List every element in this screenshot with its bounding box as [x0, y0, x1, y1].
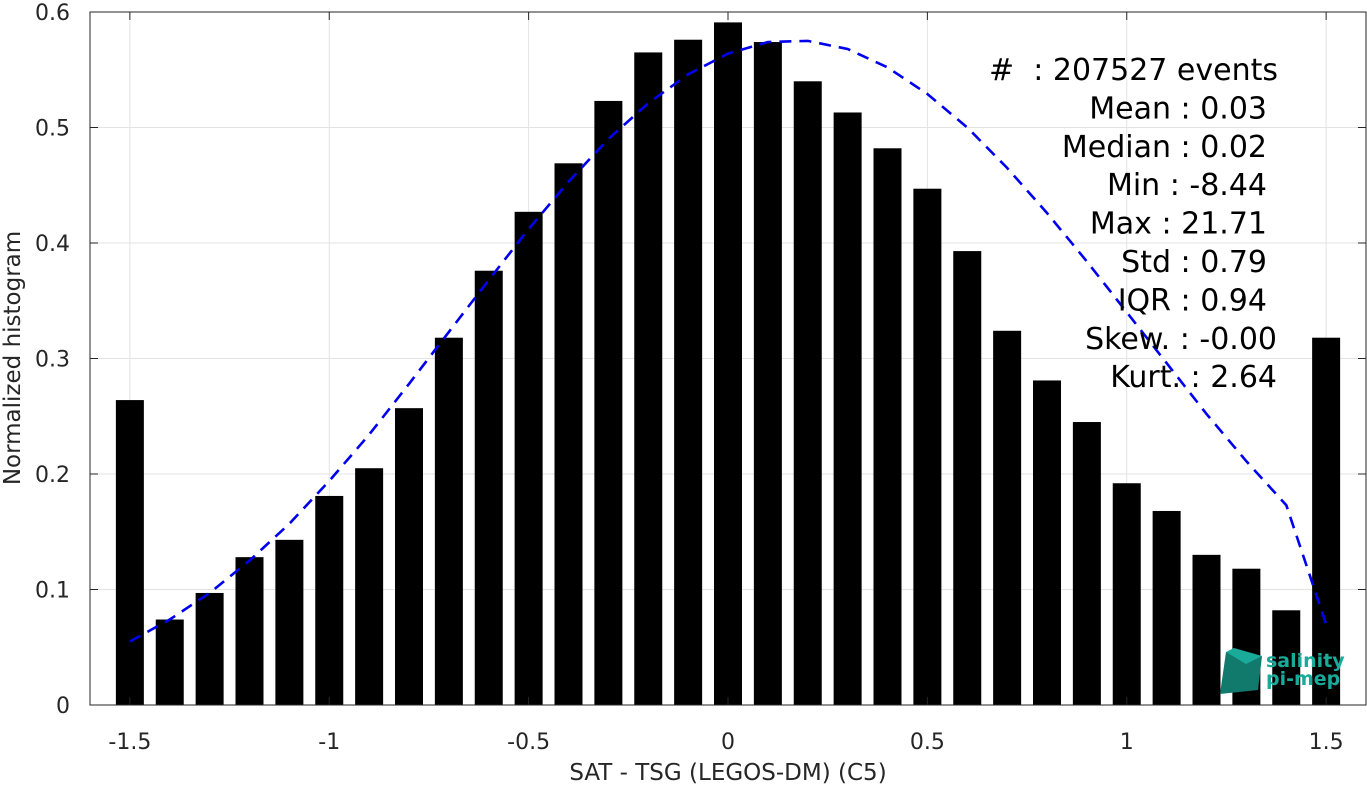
- histogram-bar: [873, 148, 902, 706]
- histogram-bar: [793, 81, 822, 706]
- histogram-bar: [355, 468, 384, 705]
- histogram-bar: [1312, 337, 1341, 705]
- fit-curve: [129, 39, 1328, 643]
- histogram-bar: [474, 270, 503, 705]
- histogram-bar: [514, 211, 543, 705]
- histogram-bar: [115, 400, 144, 705]
- histogram-bar: [395, 408, 423, 705]
- x-tick-label: -0.5: [507, 730, 550, 755]
- x-tick-label: -1.5: [108, 730, 151, 755]
- histogram-bar: [913, 188, 942, 706]
- x-tick-label: 0: [721, 730, 735, 755]
- bars: [115, 22, 1341, 706]
- logo-mark-icon: [1220, 652, 1262, 694]
- x-tick-label: -1: [318, 730, 340, 755]
- y-tick-label: 0.6: [35, 1, 70, 26]
- histogram-bar: [235, 557, 264, 705]
- y-tick-label: 0.3: [35, 348, 70, 373]
- histogram-bar: [554, 163, 583, 705]
- x-axis-label: SAT - TSG (LEGOS-DM) (C5): [569, 760, 886, 785]
- histogram-bar: [1152, 510, 1181, 705]
- logo-text-line1: salinity: [1266, 650, 1345, 672]
- stat-line: Skew. : -0.00: [1085, 322, 1277, 357]
- histogram-bar: [155, 619, 184, 705]
- x-tick-label: 1.5: [1309, 730, 1344, 755]
- histogram-bar: [1112, 483, 1141, 705]
- histogram-bar: [833, 112, 862, 706]
- y-tick-label: 0.1: [35, 579, 70, 604]
- axes-frame: [89, 11, 1367, 706]
- histogram-bar: [634, 52, 663, 706]
- histogram-bar: [1033, 380, 1061, 705]
- x-tick-label: 1: [1120, 730, 1134, 755]
- stat-line: Min : -8.44: [1107, 168, 1267, 203]
- histogram-bar: [674, 39, 703, 706]
- histogram-bar: [434, 337, 463, 705]
- histogram-bar: [953, 251, 982, 705]
- logo-mark-top-icon: [1226, 648, 1262, 664]
- histogram-bar: [275, 539, 304, 705]
- y-tick-label: 0.2: [35, 463, 70, 488]
- histogram-bar: [195, 592, 224, 705]
- y-tick-label: 0.4: [35, 232, 70, 257]
- x-tick-labels: -1.5 -1 -0.5 0 0.5 1 1.5: [108, 730, 1343, 755]
- stat-line: # : 207527 events: [989, 53, 1278, 88]
- y-axis-label: Normalized histogram: [0, 231, 26, 485]
- histogram-bar: [993, 330, 1022, 705]
- histogram-bar: [315, 495, 344, 705]
- stat-line: Std : 0.79: [1121, 245, 1267, 280]
- stat-line: Median : 0.02: [1062, 130, 1267, 165]
- histogram-bar: [753, 42, 782, 705]
- histogram-bar: [594, 100, 623, 705]
- histogram-bar: [714, 22, 742, 705]
- x-tick-label: 0.5: [910, 730, 945, 755]
- y-tick-label: 0.5: [35, 117, 70, 142]
- stat-line: IQR : 0.94: [1118, 283, 1267, 318]
- stat-line: Kurt. : 2.64: [1110, 360, 1277, 395]
- histogram-bar: [1072, 422, 1101, 705]
- stat-line: Max : 21.71: [1090, 207, 1267, 242]
- y-tick-labels: 0 0.1 0.2 0.3 0.4 0.5 0.6: [35, 1, 70, 719]
- histogram-bar: [1272, 610, 1301, 705]
- histogram-bar: [1192, 554, 1221, 705]
- logo-text-line2: pi-mep: [1266, 668, 1340, 690]
- y-tick-label: 0: [56, 694, 70, 719]
- stat-line: Mean : 0.03: [1089, 91, 1267, 126]
